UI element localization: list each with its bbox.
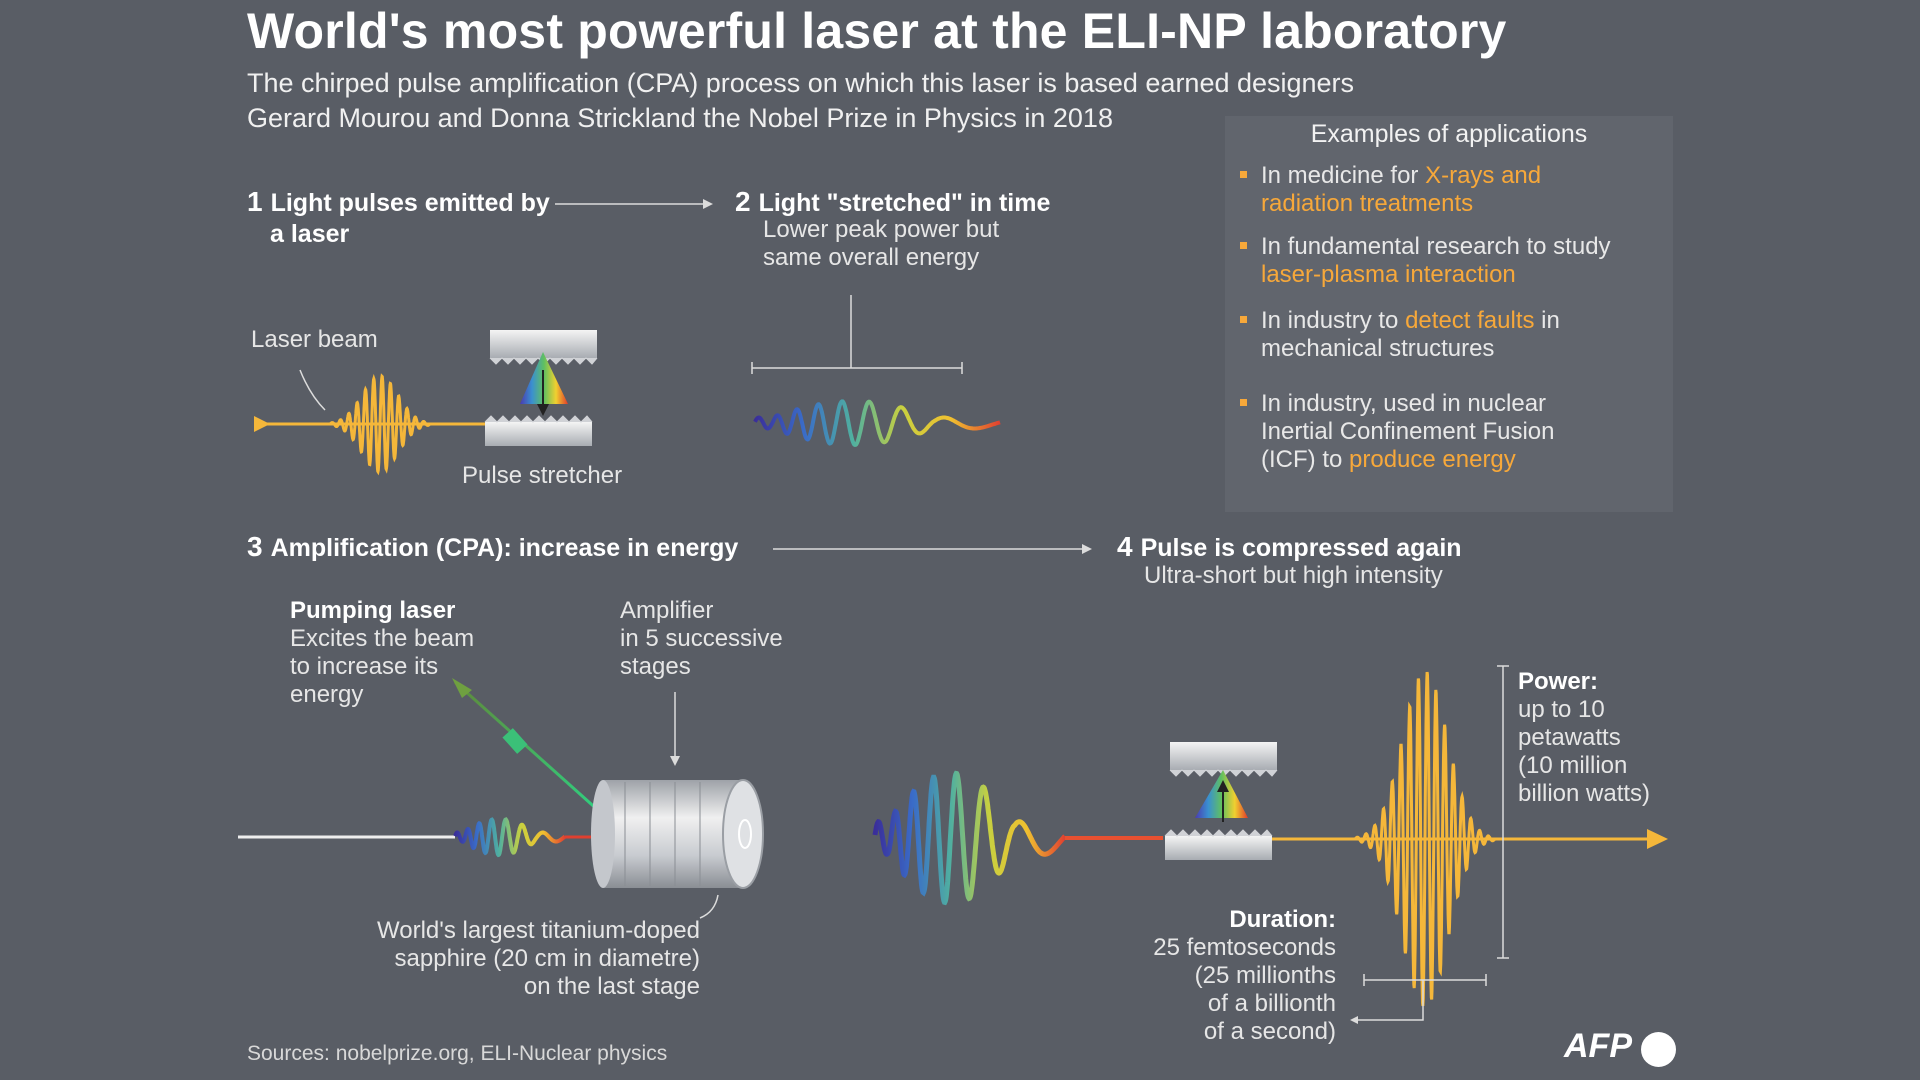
subtitle: The chirped pulse amplification (CPA) pr… xyxy=(247,66,1354,136)
pumping-laser-desc: to increase its xyxy=(290,653,439,680)
application-highlight: laser-plasma interaction xyxy=(1261,261,1516,288)
arrowhead xyxy=(1082,544,1092,554)
application-text: (ICF) to xyxy=(1261,446,1349,473)
pumping-laser xyxy=(452,678,602,814)
application-highlight: X-rays and xyxy=(1425,162,1542,189)
application-text: In industry, used in nuclear xyxy=(1261,390,1547,417)
duration-text: of a second) xyxy=(1203,1018,1336,1045)
stretched-pulse xyxy=(753,399,1001,447)
beam-start-arrow xyxy=(254,416,270,432)
arrowhead xyxy=(703,199,713,209)
stretched-pulse-row2 xyxy=(453,817,567,858)
step-1: 1 Light pulses emitted by a laser xyxy=(247,186,550,250)
sources: Sources: nobelprize.org, ELI-Nuclear phy… xyxy=(247,1042,668,1065)
step-number: 2 xyxy=(735,186,751,217)
sapphire-text: sapphire (20 cm in diametre) xyxy=(394,945,700,972)
application-text: In medicine for xyxy=(1261,162,1426,189)
short-laser-pulse xyxy=(329,373,432,476)
pumping-laser-title: Pumping laser xyxy=(290,597,456,624)
application-highlight: detect faults xyxy=(1405,307,1535,334)
power-title: Power: xyxy=(1518,668,1599,695)
application-item: In fundamental research to study laser-p… xyxy=(1240,233,1660,289)
pulse-stretcher-label: Pulse stretcher xyxy=(462,462,623,489)
step-number: 4 xyxy=(1117,531,1133,562)
application-item: In industry to detect faults in mechanic… xyxy=(1240,307,1660,363)
duration-text: (25 millionths xyxy=(1194,962,1336,989)
sapphire-text: on the last stage xyxy=(523,973,700,1000)
power-text: up to 10 xyxy=(1518,696,1605,723)
bullet-icon xyxy=(1240,316,1247,323)
amplified-pulse xyxy=(872,770,1067,906)
amplifier-label: Amplifier in 5 successive stages xyxy=(620,597,783,681)
application-item: In medicine for X-rays and radiation tre… xyxy=(1240,162,1660,218)
page-title: World's most powerful laser at the ELI-N… xyxy=(247,3,1507,59)
pulse-stretcher xyxy=(484,330,598,446)
sapphire-text: World's largest titanium-doped xyxy=(377,917,700,944)
pulse-compressor xyxy=(1164,742,1278,860)
step-3: 3 Amplification (CPA): increase in energy xyxy=(247,531,738,564)
step-2-desc-line2: same overall energy xyxy=(763,244,980,271)
amplifier-cylinder xyxy=(591,779,764,889)
laser-beam-pointer xyxy=(299,369,326,411)
power-text: (10 million xyxy=(1518,752,1628,779)
step-2-title: Light "stretched" in time xyxy=(758,189,1051,217)
laser-beam-label: Laser beam xyxy=(251,326,378,353)
sapphire-pointer xyxy=(699,894,719,919)
step-2: 2 Light "stretched" in time xyxy=(735,186,1050,219)
step-4-title: Pulse is compressed again xyxy=(1140,534,1462,562)
step-4-description: Ultra-short but high intensity xyxy=(1144,562,1443,589)
subtitle-line-2: Gerard Mourou and Donna Strickland the N… xyxy=(247,103,1113,133)
duration-text: of a billionth xyxy=(1207,990,1336,1017)
step-2-description: Lower peak power but same overall energy xyxy=(763,216,999,272)
afp-logo-dot xyxy=(1641,1032,1676,1067)
amplifier-text: Amplifier xyxy=(620,597,714,624)
step-4: 4 Pulse is compressed again xyxy=(1117,531,1462,564)
step-3-title: Amplification (CPA): increase in energy xyxy=(270,534,739,562)
afp-logo: AFP xyxy=(1564,1027,1632,1065)
applications-title: Examples of applications xyxy=(1310,120,1588,148)
bullet-icon xyxy=(1240,242,1247,249)
pumping-laser-label: Pumping laser Excites the beam to increa… xyxy=(290,597,474,709)
duration-text: 25 femtoseconds xyxy=(1153,934,1336,961)
step-2-desc-line1: Lower peak power but xyxy=(763,216,1000,243)
beam-end-arrow xyxy=(1647,829,1668,849)
application-highlight: produce energy xyxy=(1349,446,1516,473)
step-1-title-line1: Light pulses emitted by xyxy=(270,189,550,217)
step-number: 3 xyxy=(247,531,263,562)
application-text: In fundamental research to study xyxy=(1261,233,1611,260)
step-1-title-line2: a laser xyxy=(270,220,350,248)
duration-label: Duration: 25 femtoseconds (25 millionths… xyxy=(1100,906,1336,1046)
application-text: In industry to xyxy=(1261,307,1406,334)
applications-panel xyxy=(1225,116,1673,512)
application-text: in xyxy=(1534,307,1560,334)
application-highlight: radiation treatments xyxy=(1261,190,1474,217)
step-number: 1 xyxy=(247,186,263,217)
sapphire-label: World's largest titanium-doped sapphire … xyxy=(340,917,700,1001)
duration-title: Duration: xyxy=(1229,906,1336,933)
pumping-laser-desc: Excites the beam xyxy=(290,625,475,652)
application-text: mechanical structures xyxy=(1261,335,1495,362)
power-label: Power: up to 10 petawatts (10 million bi… xyxy=(1518,668,1650,808)
bullet-icon xyxy=(1240,399,1247,406)
application-item: In industry, used in nuclear Inertial Co… xyxy=(1240,390,1660,474)
amplifier-text: in 5 successive xyxy=(620,625,783,652)
power-text: petawatts xyxy=(1518,724,1621,751)
compressed-pulse xyxy=(1353,671,1497,1007)
bullet-icon xyxy=(1240,171,1247,178)
pumping-laser-desc: energy xyxy=(290,681,364,708)
application-text: Inertial Confinement Fusion xyxy=(1261,418,1555,445)
subtitle-line-1: The chirped pulse amplification (CPA) pr… xyxy=(247,68,1355,98)
amplifier-text: stages xyxy=(620,653,691,680)
power-text: billion watts) xyxy=(1518,780,1651,807)
